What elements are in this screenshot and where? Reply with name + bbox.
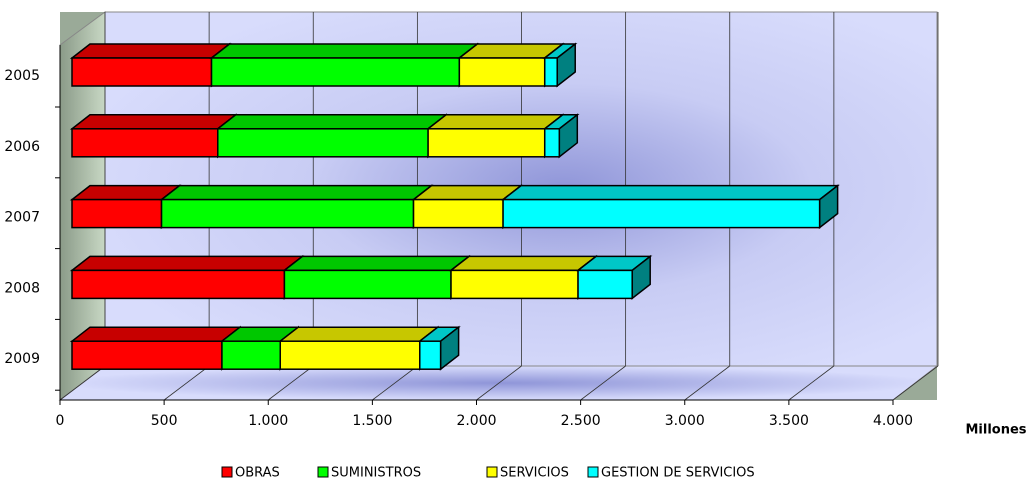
bar (412, 198, 504, 229)
grid-line (163, 365, 210, 401)
bar (543, 57, 558, 87)
grid-line (268, 365, 314, 401)
bar (210, 57, 461, 87)
grid-line (788, 365, 835, 401)
bar-top (69, 326, 243, 342)
x-tick-label: 1.000 (248, 413, 288, 429)
y-tick-label: 2005 (4, 68, 40, 84)
legend-swatch (486, 466, 498, 478)
x-tick-label: 3.500 (769, 413, 809, 429)
x-tick-label: 2.000 (456, 413, 496, 429)
y-tick-label: 2009 (4, 351, 40, 367)
bar (427, 128, 546, 158)
bar (160, 198, 415, 229)
bar-top (69, 255, 305, 272)
x-tick-label: 4.000 (873, 413, 913, 429)
legend-label: SUMINISTROS (331, 466, 421, 481)
legend-swatch (317, 466, 329, 478)
bar-top (209, 43, 480, 59)
x-axis-label: Millones (965, 423, 1026, 438)
bar (502, 198, 821, 229)
x-tick-label: 1.500 (352, 413, 392, 429)
bar-top (159, 184, 434, 201)
y-tick-label: 2007 (4, 210, 40, 226)
bar (577, 269, 633, 300)
bar (279, 340, 421, 370)
bar (217, 128, 429, 158)
bar-top (278, 326, 440, 342)
grid-line (476, 365, 522, 401)
x-tick-label: 500 (151, 413, 178, 429)
grid-line (580, 365, 626, 401)
bar-top (500, 184, 840, 201)
bar (221, 340, 282, 370)
bar (419, 340, 442, 370)
bar (71, 57, 213, 87)
bar (458, 57, 546, 87)
grid-line (59, 365, 106, 401)
grid-line (892, 365, 939, 401)
legend-swatch (587, 466, 599, 478)
bar-top (425, 114, 565, 130)
x-tick-label: 2.500 (561, 413, 601, 429)
bar (450, 269, 579, 300)
bar-top (69, 43, 232, 59)
grid-line (684, 365, 730, 401)
bar-top (69, 114, 238, 130)
bar (71, 269, 286, 300)
bar (71, 340, 223, 370)
bar (71, 128, 219, 158)
x-tick-label: 3.000 (665, 413, 705, 429)
bar (543, 128, 561, 158)
y-tick-label: 2008 (4, 280, 40, 296)
legend-swatch (221, 466, 233, 478)
bar-top (448, 255, 599, 272)
legend-label: OBRAS (235, 466, 280, 481)
bar (283, 269, 452, 300)
x-tick-label: 0 (56, 413, 65, 429)
bar-top (282, 255, 472, 272)
bar-top (215, 114, 449, 130)
y-tick-label: 2006 (4, 139, 40, 155)
bar (71, 198, 163, 229)
legend-label: GESTION DE SERVICIOS (601, 466, 755, 481)
grid-line (372, 365, 418, 401)
legend-label: SERVICIOS (500, 466, 569, 481)
